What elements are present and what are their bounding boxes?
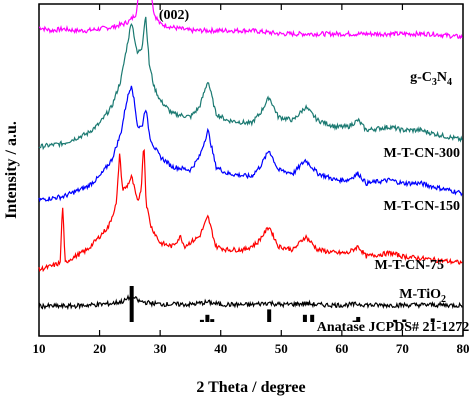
x-tick-label: 40 <box>214 341 227 356</box>
series-label-3: M-T-CN-75 <box>375 258 444 273</box>
series-label-1: M-T-CN-300 <box>384 146 460 161</box>
x-tick-label: 30 <box>154 341 167 356</box>
x-tick-label: 50 <box>275 341 288 356</box>
series-line-0 <box>38 0 463 40</box>
series-line-3 <box>38 148 463 273</box>
x-tick-label: 60 <box>335 341 348 356</box>
reference-bar <box>356 316 361 322</box>
x-ticks-group: 10 20 30 40 50 60 70 80 <box>33 4 470 356</box>
reference-bar <box>310 314 315 322</box>
reference-bar <box>267 309 272 322</box>
reference-bar <box>352 320 357 322</box>
reference-bar <box>436 320 441 322</box>
x-tick-label: 70 <box>396 341 409 356</box>
series-label-2: M-T-CN-150 <box>384 199 460 214</box>
x-tick-label: 10 <box>33 341 46 356</box>
series-labels-group: g-C3N4 M-T-CN-300 M-T-CN-150 M-T-CN-75 M-TiO… <box>375 70 460 305</box>
plot-frame <box>38 3 464 337</box>
reference-bar <box>402 319 407 322</box>
series-label-4: M-TiO2 <box>399 287 446 305</box>
series-line-4 <box>38 294 463 311</box>
series-group <box>38 0 463 311</box>
series-line-2 <box>38 85 463 203</box>
reference-bar <box>210 319 215 322</box>
series-label-0: g-C3N4 <box>410 70 452 88</box>
x-axis-title: 2 Theta / degree <box>196 379 305 396</box>
reference-label: Anatase JCPDS# 21-1272 <box>317 320 469 335</box>
reference-bar <box>199 319 204 322</box>
series-line-1 <box>38 16 463 151</box>
reference-bar <box>430 318 435 322</box>
x-tick-label: 20 <box>93 341 106 356</box>
x-tick-label: 80 <box>457 341 470 356</box>
peak-annotation: (002) <box>159 8 190 23</box>
reference-bar <box>205 314 210 322</box>
reference-bars-group <box>129 286 441 322</box>
reference-bar <box>393 319 398 322</box>
y-axis-title: Intensity / a.u. <box>3 121 20 219</box>
reference-bar <box>302 314 307 322</box>
reference-bar <box>129 286 134 322</box>
